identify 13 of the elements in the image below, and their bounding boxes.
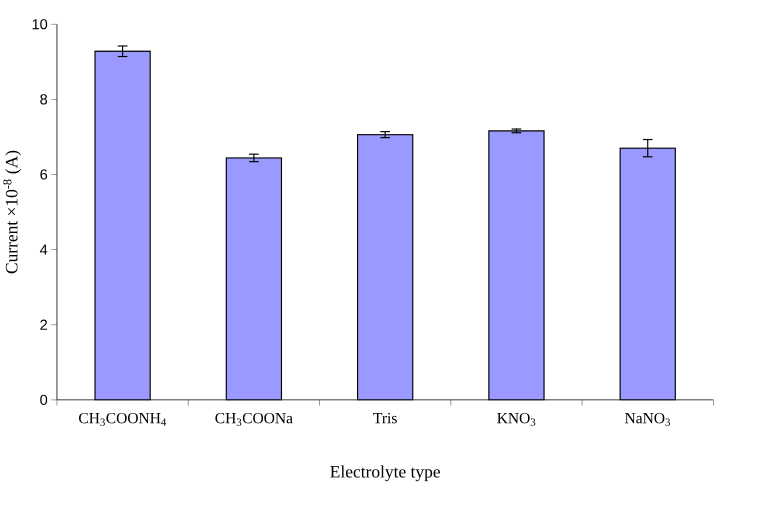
y-tick-label: 2 <box>40 320 48 330</box>
x-tick-label: Tris <box>373 412 397 424</box>
y-tick-label: 8 <box>40 94 48 104</box>
y-tick-label: 6 <box>40 169 48 180</box>
y-tick-label: 10 <box>32 18 48 30</box>
x-tick-label: NaNO$_{3}$ <box>625 412 670 426</box>
y-tick-label: 4 <box>40 244 48 254</box>
y-axis-title: Current ×10$^{-8}$ (A) <box>3 150 22 274</box>
y-tick-label: 0 <box>40 394 48 405</box>
x-axis-title: Electrolyte type <box>330 465 440 482</box>
x-tick-label: KNO$_{3}$ <box>497 412 536 426</box>
x-tick-label: CH$_{3}$COONH$_{4}$ <box>79 412 166 426</box>
x-tick-label: CH$_{3}$COONa <box>215 412 293 426</box>
